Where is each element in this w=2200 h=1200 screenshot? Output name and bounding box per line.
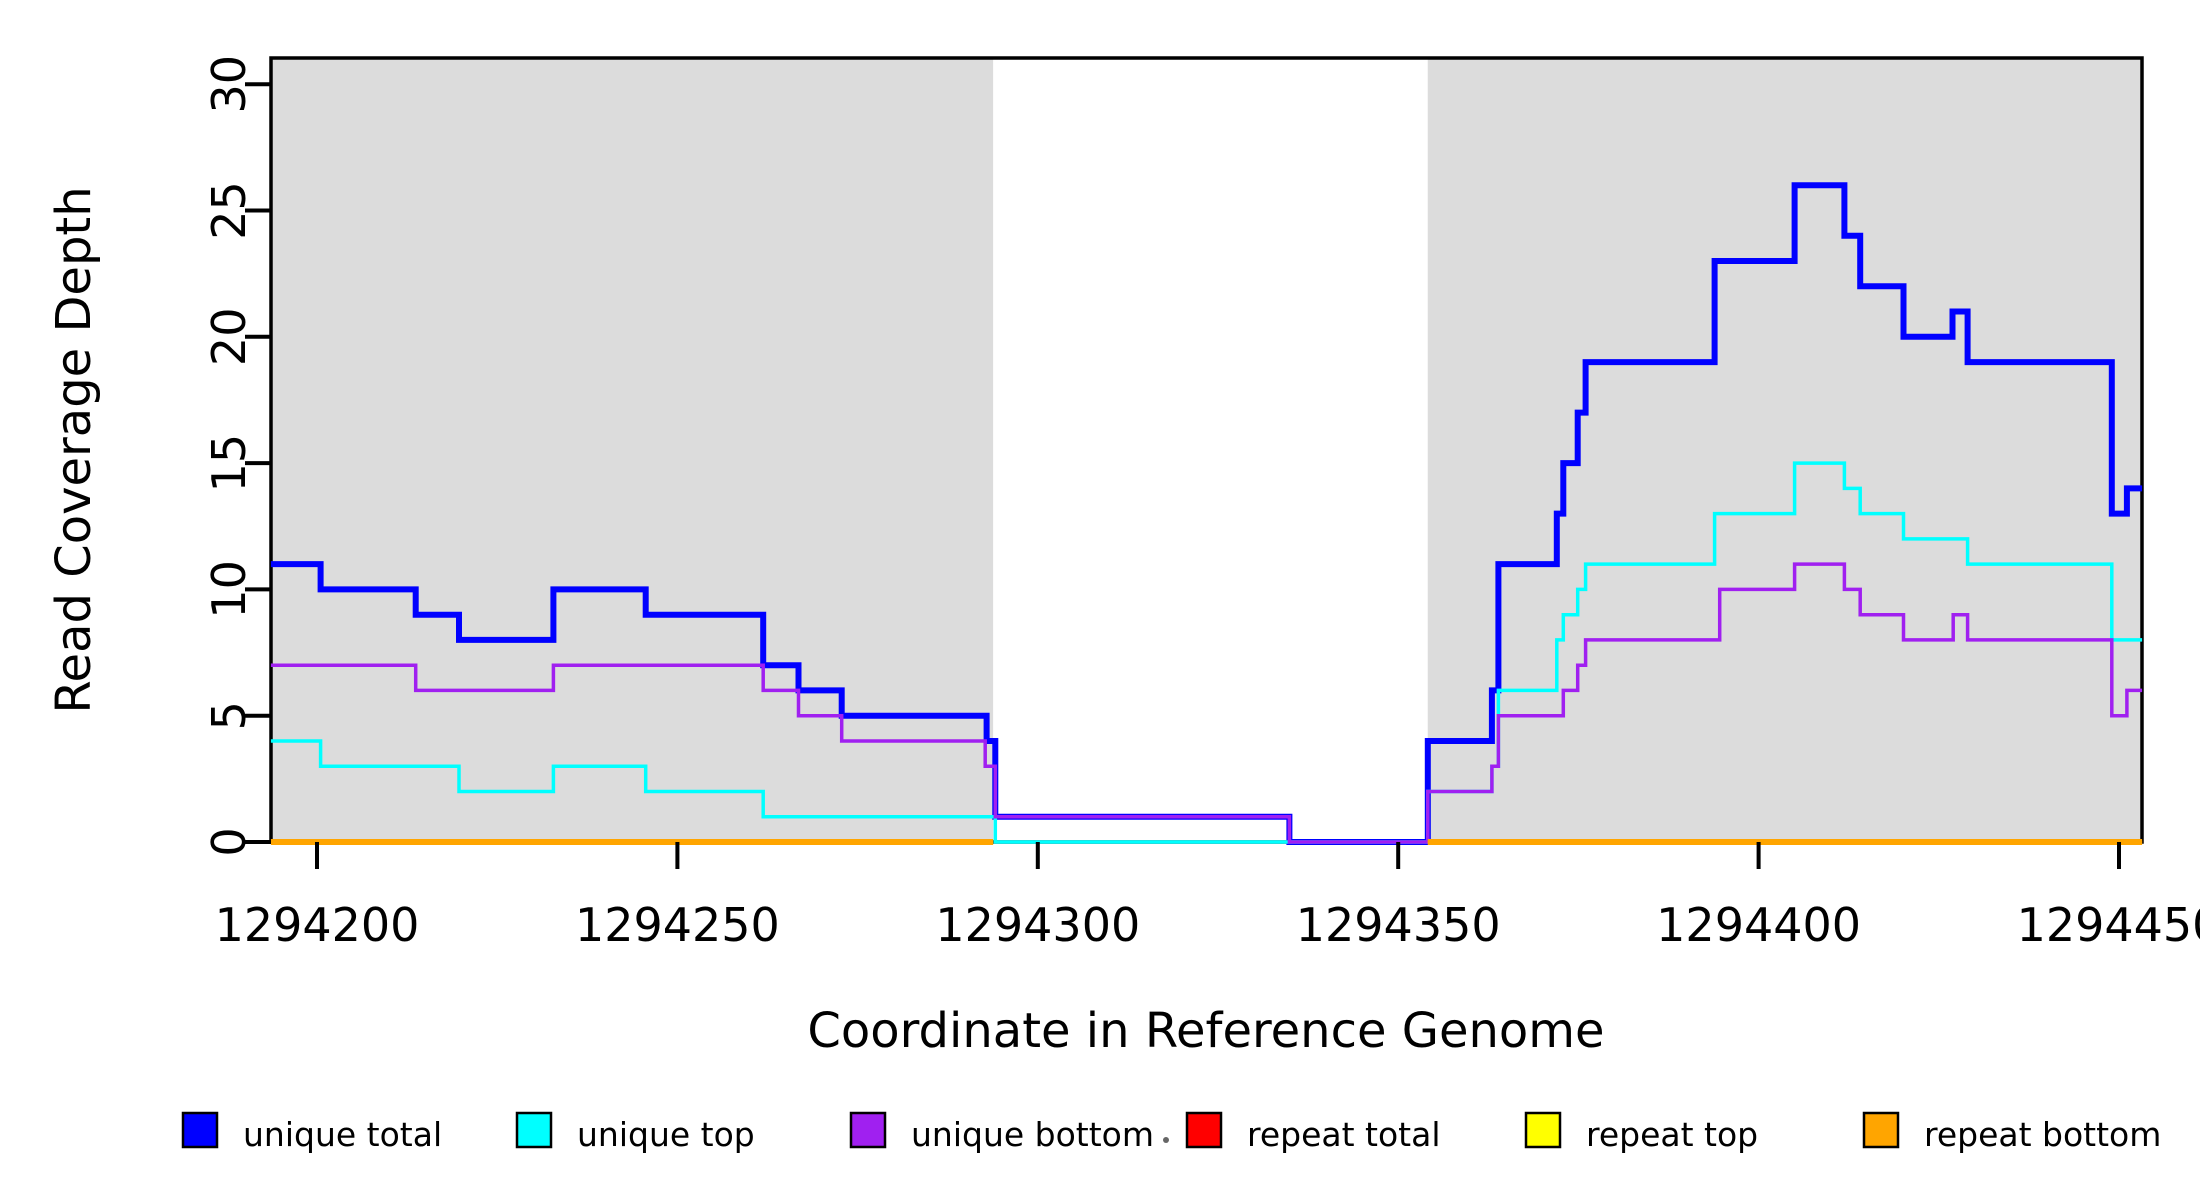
series-line-unique-top [270,461,2143,844]
y-tick-label: 5 [202,701,256,730]
y-tick-label: 20 [202,308,256,367]
axes: 1294200 1294250 1294300 1294350 1294400 12944… [202,55,2200,952]
stray-dot-artifact [1163,1137,1169,1143]
x-tick-label: 1294200 [215,898,420,952]
y-axis-title: Read Coverage Depth [46,186,102,713]
y-tick-label: 0 [202,827,256,856]
shaded-region-1 [270,58,994,842]
x-tick-label: 1294300 [935,898,1140,952]
legend-label: repeat top [1586,1115,1758,1154]
series-line-unique-bottom [270,562,2143,844]
legend-swatch-unique-bottom [849,1111,887,1149]
shaded-regions [270,58,2143,842]
legend-label: repeat total [1247,1115,1441,1154]
legend-swatch-unique-top [515,1111,553,1149]
x-tick-label: 1294400 [1656,898,1861,952]
series-line-unique-total [270,182,2143,845]
x-tick-label: 1294250 [575,898,780,952]
y-tick-label: 15 [202,434,256,493]
x-axis-title: Coordinate in Reference Genome [807,1003,1604,1059]
legend-swatch-repeat-bottom [1862,1111,1900,1149]
y-tick-label: 30 [202,55,256,114]
shaded-region-2 [1427,58,2143,842]
legend-swatch-repeat-top [1524,1111,1562,1149]
series-lines [270,182,2143,845]
x-tick-label: 1294350 [1296,898,1501,952]
legend-label: repeat bottom [1924,1115,2161,1154]
legend-swatch-unique-total [181,1111,219,1149]
legend-label: unique top [577,1115,755,1154]
y-tick-label: 10 [202,560,256,619]
legend-label: unique bottom [911,1115,1154,1154]
legend: unique total unique top unique bottom repea… [181,1111,2161,1154]
y-tick-label: 25 [202,181,256,240]
legend-label: unique total [243,1115,442,1154]
legend-swatch-repeat-total [1185,1111,1223,1149]
